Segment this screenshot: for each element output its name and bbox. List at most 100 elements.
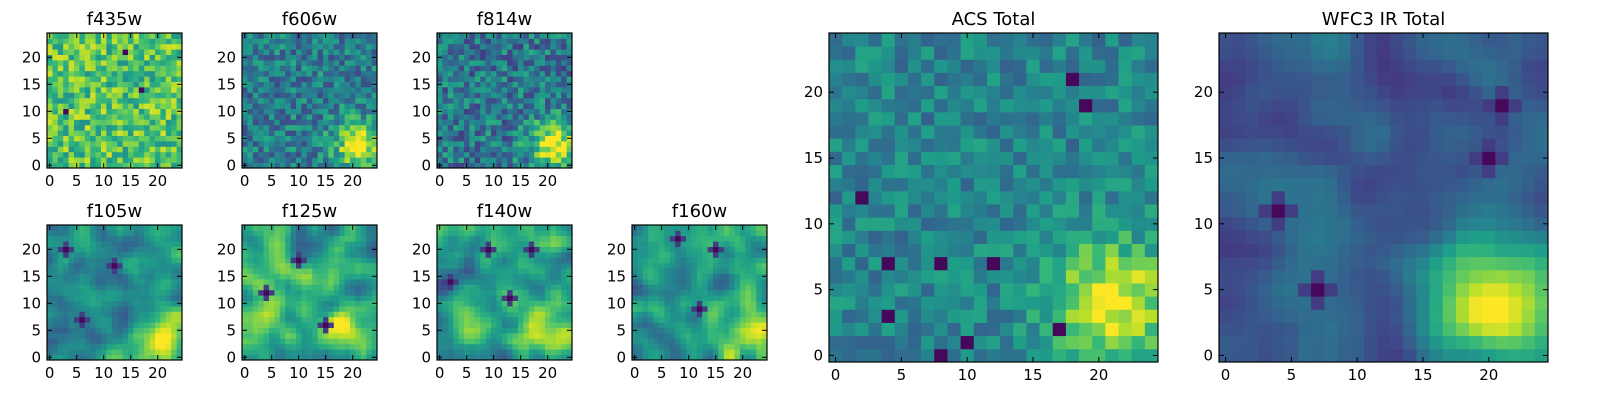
heatmap-cell bbox=[111, 354, 118, 361]
heatmap-cell bbox=[713, 316, 719, 323]
x-tick-label: 15 bbox=[316, 364, 335, 382]
heatmap-cell bbox=[1039, 217, 1054, 231]
heatmap-cell bbox=[523, 284, 530, 291]
heatmap-cell bbox=[63, 146, 69, 153]
heatmap-cell bbox=[371, 311, 378, 318]
heatmap-cell bbox=[528, 257, 535, 264]
heatmap-cell bbox=[165, 316, 172, 323]
heatmap-cell bbox=[344, 135, 351, 142]
heatmap-cell bbox=[842, 204, 856, 218]
heatmap-cell bbox=[566, 60, 573, 66]
heatmap-cell bbox=[258, 235, 264, 242]
heatmap-cell bbox=[761, 268, 768, 274]
heatmap-cell bbox=[52, 262, 59, 269]
heatmap-cell bbox=[63, 306, 69, 312]
heatmap-cell bbox=[106, 262, 113, 269]
heatmap-cell bbox=[171, 54, 177, 61]
axes-frame bbox=[241, 32, 378, 169]
heatmap-cell bbox=[550, 230, 557, 237]
heatmap-cell bbox=[263, 108, 270, 115]
heatmap-cell bbox=[713, 241, 719, 247]
heatmap-cell bbox=[480, 157, 486, 163]
heatmap-cell bbox=[247, 225, 254, 231]
heatmap-cell bbox=[133, 273, 140, 280]
heatmap-cell bbox=[761, 252, 768, 258]
heatmap-cell bbox=[669, 343, 676, 350]
heatmap-cell bbox=[274, 81, 281, 88]
heatmap-cell bbox=[258, 38, 264, 45]
heatmap-cell bbox=[122, 33, 129, 39]
heatmap-cell bbox=[366, 87, 372, 93]
heatmap-cell bbox=[507, 157, 513, 163]
heatmap-cell bbox=[894, 177, 909, 192]
heatmap-cell bbox=[84, 70, 91, 77]
heatmap-cell bbox=[947, 309, 961, 323]
heatmap-cell bbox=[290, 273, 297, 280]
heatmap-cell bbox=[68, 230, 75, 237]
heatmap-cell bbox=[474, 262, 481, 269]
heatmap-cell bbox=[165, 70, 172, 77]
heatmap-cell bbox=[155, 81, 161, 88]
heatmap-cell bbox=[729, 273, 735, 280]
heatmap-cell bbox=[133, 141, 140, 147]
heatmap-cell bbox=[366, 114, 372, 120]
heatmap-cell bbox=[534, 97, 540, 104]
heatmap-cell bbox=[447, 268, 454, 274]
heatmap-cell bbox=[128, 295, 134, 301]
heatmap-cell bbox=[973, 335, 988, 350]
heatmap-cell bbox=[523, 349, 530, 355]
heatmap-cell bbox=[111, 76, 118, 82]
heatmap-cell bbox=[106, 141, 113, 147]
heatmap-cell bbox=[149, 141, 156, 147]
heatmap-cell bbox=[301, 306, 308, 312]
heatmap-cell bbox=[366, 65, 372, 72]
heatmap-cell bbox=[301, 146, 308, 153]
heatmap-cell bbox=[545, 327, 551, 334]
heatmap-cell bbox=[653, 252, 660, 258]
heatmap-cell bbox=[312, 130, 318, 136]
heatmap-cell bbox=[474, 235, 481, 242]
heatmap-cell bbox=[160, 246, 167, 253]
heatmap-cell bbox=[355, 124, 362, 131]
heatmap-cell bbox=[469, 354, 476, 361]
heatmap-cell bbox=[339, 157, 345, 163]
heatmap-cell bbox=[117, 268, 123, 274]
heatmap-cell bbox=[555, 70, 562, 77]
heatmap-cell bbox=[474, 87, 481, 93]
heatmap-cell bbox=[263, 268, 270, 274]
heatmap-cell bbox=[296, 146, 302, 153]
heatmap-cell bbox=[729, 257, 735, 264]
heatmap-cell bbox=[491, 92, 497, 99]
heatmap-cell bbox=[138, 300, 145, 307]
heatmap-cell bbox=[458, 92, 465, 99]
heatmap-cell bbox=[323, 157, 329, 163]
heatmap-cell bbox=[176, 230, 183, 237]
heatmap-cell bbox=[317, 54, 324, 61]
heatmap-cell bbox=[47, 311, 53, 318]
heatmap-cell bbox=[323, 124, 329, 131]
heatmap-cell bbox=[550, 241, 557, 247]
heatmap-cell bbox=[1144, 309, 1159, 323]
heatmap-cell bbox=[458, 246, 465, 253]
heatmap-cell bbox=[279, 246, 286, 253]
heatmap-cell bbox=[344, 124, 351, 131]
heatmap-cell bbox=[539, 262, 546, 269]
heatmap-cell bbox=[328, 162, 335, 169]
heatmap-cell bbox=[90, 268, 96, 274]
heatmap-cell bbox=[1013, 322, 1027, 337]
heatmap-cell bbox=[301, 349, 308, 355]
heatmap-cell bbox=[458, 65, 465, 72]
heatmap-cell bbox=[360, 316, 367, 323]
heatmap-cell bbox=[68, 114, 75, 120]
y-tick-label: 5 bbox=[226, 129, 236, 147]
heatmap-cell bbox=[691, 289, 698, 296]
heatmap-cell bbox=[664, 343, 671, 350]
heatmap-cell bbox=[653, 268, 660, 274]
heatmap-cell bbox=[165, 119, 172, 126]
heatmap-cell bbox=[539, 130, 546, 136]
heatmap-cell bbox=[675, 241, 681, 247]
heatmap-cell bbox=[68, 108, 75, 115]
heatmap-cell bbox=[149, 65, 156, 72]
heatmap-cell bbox=[333, 49, 340, 55]
heatmap-cell bbox=[642, 284, 649, 291]
